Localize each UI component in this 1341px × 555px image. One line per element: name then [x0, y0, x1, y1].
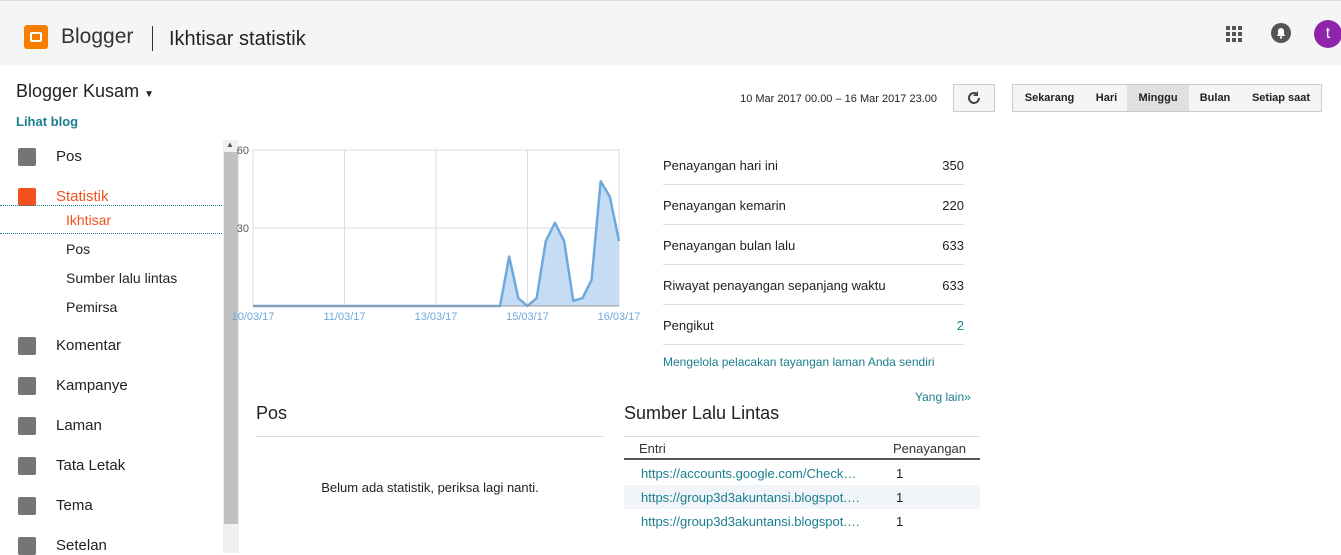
- posts-title: Pos: [256, 403, 288, 423]
- source-views: 1: [896, 466, 904, 481]
- divider: [152, 26, 153, 51]
- x-tick-label: 16/03/17: [598, 311, 641, 323]
- stat-divider: [663, 184, 964, 185]
- nav-item[interactable]: Setelan: [56, 537, 107, 554]
- stat-label: Pengikut: [663, 318, 714, 333]
- source-link[interactable]: https://group3d3akuntansi.blogspot.…: [641, 490, 860, 505]
- x-tick-label: 13/03/17: [415, 311, 458, 323]
- blog-name[interactable]: Blogger Kusam ▼: [16, 81, 154, 101]
- nav-item[interactable]: Tata Letak: [56, 457, 126, 474]
- range-button[interactable]: Setiap saat: [1241, 85, 1322, 111]
- nav-item[interactable]: Kampanye: [56, 377, 128, 394]
- nav-sub-active: [0, 205, 222, 234]
- x-tick-label: 11/03/17: [323, 311, 365, 323]
- range-button[interactable]: Bulan: [1189, 85, 1242, 111]
- view-blog-link[interactable]: Lihat blog: [16, 114, 79, 129]
- notifications-icon[interactable]: [1271, 23, 1291, 43]
- date-range: 10 Mar 2017 00.00 – 16 Mar 2017 23.00: [740, 93, 937, 105]
- stat-value: 220: [942, 198, 964, 213]
- stat-divider: [663, 304, 964, 305]
- stat-value: 633: [942, 238, 964, 253]
- stat-divider: [663, 264, 964, 265]
- views-chart: 10/03/17 11/03/17 13/03/17 15/03/17 16/03/17…: [232, 145, 641, 323]
- brand[interactable]: Blogger: [61, 25, 134, 48]
- page-title: Ikhtisar statistik: [169, 28, 306, 50]
- scroll-up[interactable]: ▲: [226, 140, 234, 149]
- more-link[interactable]: Yang lain»: [915, 390, 971, 404]
- table-header: Entri: [639, 441, 666, 456]
- nav-icon[interactable]: [18, 377, 36, 395]
- source-views: 1: [896, 514, 904, 529]
- manage-tracking-link[interactable]: Mengelola pelacakan tayangan laman Anda …: [663, 355, 935, 369]
- nav-icon[interactable]: [18, 337, 36, 355]
- stat-value[interactable]: 2: [956, 318, 964, 333]
- header: Blogger Ikhtisar statistik t: [0, 0, 1341, 65]
- posts-divider: [256, 436, 604, 437]
- nav-item[interactable]: Statistik: [56, 188, 109, 205]
- apps-icon[interactable]: [1225, 25, 1243, 43]
- stat-divider: [663, 344, 964, 345]
- x-tick-label: 15/03/17: [506, 311, 549, 323]
- nav-item[interactable]: Pos: [56, 148, 82, 165]
- nav-icon[interactable]: [18, 417, 36, 435]
- range-buttons: Sekarang Hari Minggu Bulan Setiap saat: [1012, 84, 1322, 112]
- stat-label: Penayangan bulan lalu: [663, 238, 796, 253]
- nav-icon[interactable]: [18, 537, 36, 555]
- nav-item[interactable]: Tema: [56, 497, 93, 514]
- source-link[interactable]: https://group3d3akuntansi.blogspot.…: [641, 514, 860, 529]
- source-link[interactable]: https://accounts.google.com/Check…: [641, 466, 857, 481]
- y-tick-label: 30: [237, 223, 249, 235]
- nav-subitem[interactable]: Pos: [66, 241, 91, 257]
- stat-label: Penayangan hari ini: [663, 158, 778, 173]
- scrollbar-thumb[interactable]: [224, 152, 238, 524]
- row-stripe: [624, 485, 980, 509]
- stat-label: Riwayat penayangan sepanjang waktu: [663, 278, 886, 293]
- stat-value: 633: [942, 278, 964, 293]
- posts-empty: Belum ada statistik, periksa lagi nanti.: [321, 480, 539, 495]
- traffic-divider: [624, 436, 980, 437]
- table-header-rule: [624, 458, 980, 460]
- nav-item[interactable]: Komentar: [56, 337, 122, 354]
- nav-subitem[interactable]: Sumber lalu lintas: [66, 270, 178, 286]
- range-button[interactable]: Minggu: [1127, 85, 1190, 111]
- blog-name-text[interactable]: Blogger Kusam: [16, 81, 140, 101]
- table-header: Penayangan: [893, 441, 967, 456]
- nav-icon[interactable]: [18, 188, 36, 206]
- refresh-button[interactable]: [953, 84, 995, 112]
- avatar[interactable]: t: [1314, 20, 1341, 48]
- nav-item[interactable]: Laman: [56, 417, 102, 434]
- nav-icon[interactable]: [18, 497, 36, 515]
- stat-divider: [663, 224, 964, 225]
- blogger-logo[interactable]: [24, 25, 48, 49]
- nav-icon[interactable]: [18, 148, 36, 166]
- nav-subitem[interactable]: Pemirsa: [66, 299, 118, 315]
- stat-value: 350: [942, 158, 964, 173]
- nav-icon[interactable]: [18, 457, 36, 475]
- y-tick-label: 60: [237, 145, 249, 157]
- x-tick-label: 10/03/17: [232, 311, 275, 323]
- traffic-title: Sumber Lalu Lintas: [624, 403, 780, 423]
- stat-label: Penayangan kemarin: [663, 198, 786, 213]
- range-button[interactable]: Hari: [1086, 85, 1128, 111]
- nav-subitem[interactable]: Ikhtisar: [66, 212, 112, 228]
- source-views: 1: [896, 490, 904, 505]
- range-button[interactable]: Sekarang: [1013, 85, 1087, 111]
